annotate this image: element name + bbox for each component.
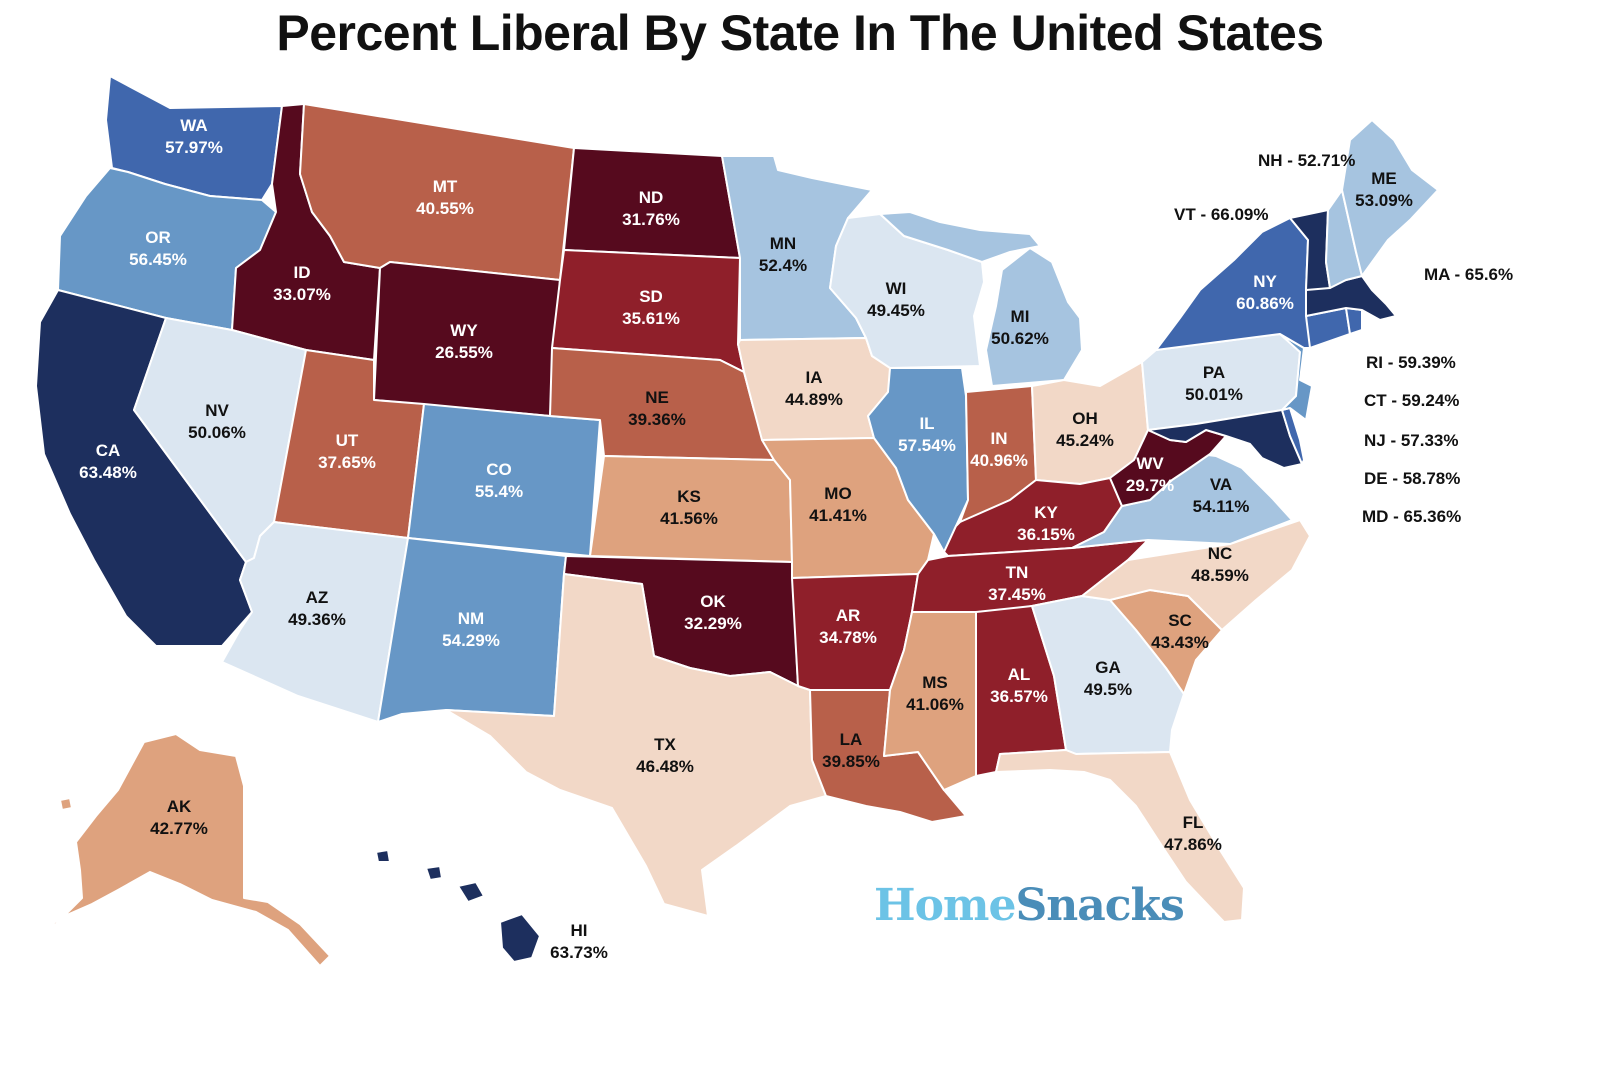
state-nj[interactable] [1279,333,1313,421]
label-ar: AR 34.78% [819,606,877,647]
label-wa: WA 57.97% [165,116,223,157]
logo-part-home: Home [874,880,1016,931]
state-ak[interactable] [11,733,331,967]
label-wv: WV 29.7% [1126,454,1174,495]
state-co[interactable] [407,403,601,557]
state-shapes [11,75,1439,967]
label-ky: KY 36.15% [1017,503,1075,544]
label-pa: PA 50.01% [1185,363,1243,404]
label-ga: GA 49.5% [1084,658,1132,699]
state-hi-big[interactable] [499,913,541,963]
label-me: ME 53.09% [1355,169,1413,210]
label-ny: NY 60.86% [1236,272,1294,313]
label-in: IN 40.96% [970,429,1028,470]
label-mn: MN 52.4% [759,234,807,275]
ext-label-nh: NH - 52.71% [1258,151,1355,170]
label-co: CO 55.4% [475,460,523,501]
label-ia: IA 44.89% [785,368,843,409]
state-nc[interactable] [1081,519,1311,631]
label-va: VA 54.11% [1193,475,1250,516]
label-tn: TN 37.45% [988,563,1046,604]
label-oh: OH 45.24% [1056,409,1114,450]
ext-label-de: DE - 58.78% [1364,469,1460,488]
label-mo: MO 41.41% [809,484,867,525]
label-la: LA 39.85% [822,730,880,771]
label-nm: NM 54.29% [442,609,500,650]
state-labels: WA 57.97% OR 56.45% CA 63.48% ID 33.07% NV 50… [79,116,1413,962]
label-ne: NE 39.36% [628,388,686,429]
map-title: Percent Liberal By State In The United S… [276,5,1324,61]
label-ms: MS 41.06% [906,673,964,714]
state-tx[interactable] [445,573,827,917]
state-mi-up[interactable] [879,211,1041,263]
ext-label-md: MD - 65.36% [1362,507,1461,526]
logo-part-snacks: Snacks [1015,880,1184,931]
label-mi: MI 50.62% [991,307,1049,348]
state-me[interactable] [1341,119,1439,277]
label-ks: KS 41.56% [660,487,718,528]
state-ny[interactable] [1155,217,1313,351]
label-ut: UT 37.65% [318,431,376,472]
state-nm[interactable] [377,537,567,723]
label-fl: FL 47.86% [1164,813,1222,854]
state-ia[interactable] [737,337,893,441]
state-mi[interactable] [985,247,1083,387]
state-hi-kauai[interactable] [375,849,391,863]
label-wy: WY 26.55% [435,321,493,362]
label-nc: NC 48.59% [1191,544,1249,585]
label-il: IL 57.54% [898,414,956,455]
label-ok: OK 32.29% [684,592,742,633]
external-labels: NH - 52.71% VT - 66.09% MA - 65.6% RI - … [1174,151,1513,526]
label-id: ID 33.07% [273,263,331,304]
state-fl[interactable] [995,749,1245,923]
ext-label-ct: CT - 59.24% [1364,391,1459,410]
state-ri[interactable] [1345,307,1363,335]
ext-label-ri: RI - 59.39% [1366,353,1456,372]
label-wi: WI 49.45% [867,279,925,320]
label-sd: SD 35.61% [622,287,680,328]
label-ak: AK 42.77% [150,797,208,838]
label-or: OR 56.45% [129,228,187,269]
homesnacks-logo: HomeSnacks [874,880,1185,931]
label-nv: NV 50.06% [188,401,246,442]
label-tx: TX 46.48% [636,735,694,776]
label-mt: MT 40.55% [416,177,474,218]
label-al: AL 36.57% [990,665,1048,706]
ext-label-nj: NJ - 57.33% [1364,431,1459,450]
label-hi: HI 63.73% [550,921,608,962]
state-hi-oahu[interactable] [425,865,443,881]
label-ca: CA 63.48% [79,441,137,482]
ext-label-ma: MA - 65.6% [1424,265,1513,284]
label-nd: ND 31.76% [622,188,680,229]
label-az: AZ 49.36% [288,588,346,629]
state-hi-maui[interactable] [457,881,485,903]
state-ak-island[interactable] [59,797,73,811]
label-sc: SC 43.43% [1151,611,1209,652]
ext-label-vt: VT - 66.09% [1174,205,1269,224]
